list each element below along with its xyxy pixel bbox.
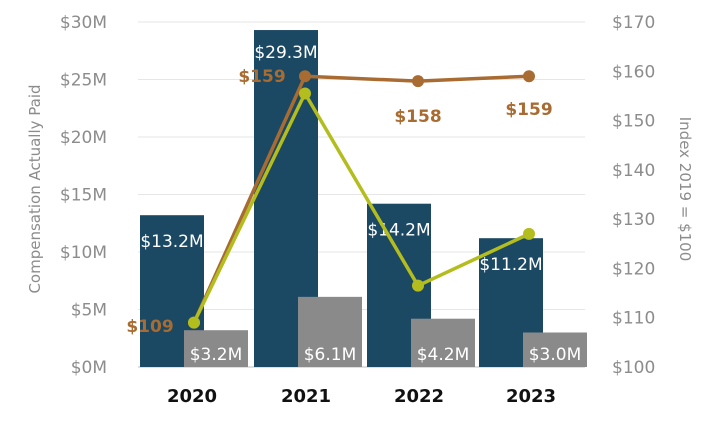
neo-cap-bar	[298, 296, 362, 367]
y-tick-label: $25M	[60, 71, 107, 91]
y2-tick-label: $120	[612, 259, 655, 279]
neo-cap-bar	[523, 332, 587, 367]
peo-cap-label: $11.2M	[479, 255, 542, 275]
y2-tick-label: $100	[612, 358, 655, 378]
y-tick-label: $0M	[71, 358, 107, 378]
x-tick-label: 2023	[506, 386, 556, 407]
neo-cap-label: $4.2M	[417, 345, 470, 365]
y2-tick-label: $170	[612, 13, 655, 33]
neo-cap-bar	[411, 318, 475, 367]
peo-cap-label: $13.2M	[140, 232, 203, 252]
company-tsr-label: $109	[126, 317, 173, 337]
neo-cap-bar	[184, 330, 248, 367]
y2-tick-label: $130	[612, 210, 655, 230]
y-tick-label: $20M	[60, 128, 107, 148]
y-tick-label: $15M	[60, 186, 107, 206]
neo-cap-label: $6.1M	[304, 345, 357, 365]
neo-cap-label: $3.0M	[529, 345, 582, 365]
y2-tick-label: $140	[612, 161, 655, 181]
company-tsr-line	[192, 74, 530, 324]
y2-axis-title: Index 2019 = $100	[676, 117, 694, 262]
company-tsr-point	[412, 75, 424, 88]
peer-tsr-line	[192, 91, 530, 324]
x-tick-label: 2021	[281, 386, 331, 407]
company-tsr-label: $158	[394, 107, 441, 127]
y2-tick-label: $110	[612, 309, 655, 329]
y-tick-label: $10M	[60, 243, 107, 263]
company-tsr-label: $159	[238, 67, 285, 87]
peo-cap-label: $14.2M	[367, 221, 430, 241]
company-tsr-label: $159	[505, 100, 552, 120]
company-tsr-point	[299, 70, 311, 83]
x-axis: 2020 2021 2022 2023	[167, 386, 556, 407]
x-tick-label: 2020	[167, 386, 217, 407]
lines-layer: $109 $159 $158 $159	[126, 67, 552, 337]
company-tsr-point	[523, 70, 535, 83]
y-tick-label: $5M	[71, 301, 107, 321]
neo-cap-label: $3.2M	[190, 345, 243, 365]
y-axis-title: Compensation Actually Paid	[26, 84, 44, 293]
bars-layer: $13.2M $3.2M $29.3M $6.1M $14.2M $4.2M $11.2M $…	[140, 30, 587, 368]
peer-tsr-point	[299, 87, 311, 100]
peer-tsr-point	[188, 316, 200, 329]
peer-tsr-point	[523, 227, 535, 240]
peer-tsr-point	[412, 279, 424, 292]
y2-tick-label: $160	[612, 62, 655, 82]
y-tick-label: $30M	[60, 13, 107, 33]
peo-cap-label: $29.3M	[254, 43, 317, 63]
y2-tick-label: $150	[612, 112, 655, 132]
left-axis: $0M $5M $10M $15M $20M $25M $30M	[60, 13, 107, 378]
x-tick-label: 2022	[394, 386, 444, 407]
right-axis: $100 $110 $120 $130 $140 $150 $160 $170	[612, 13, 655, 378]
